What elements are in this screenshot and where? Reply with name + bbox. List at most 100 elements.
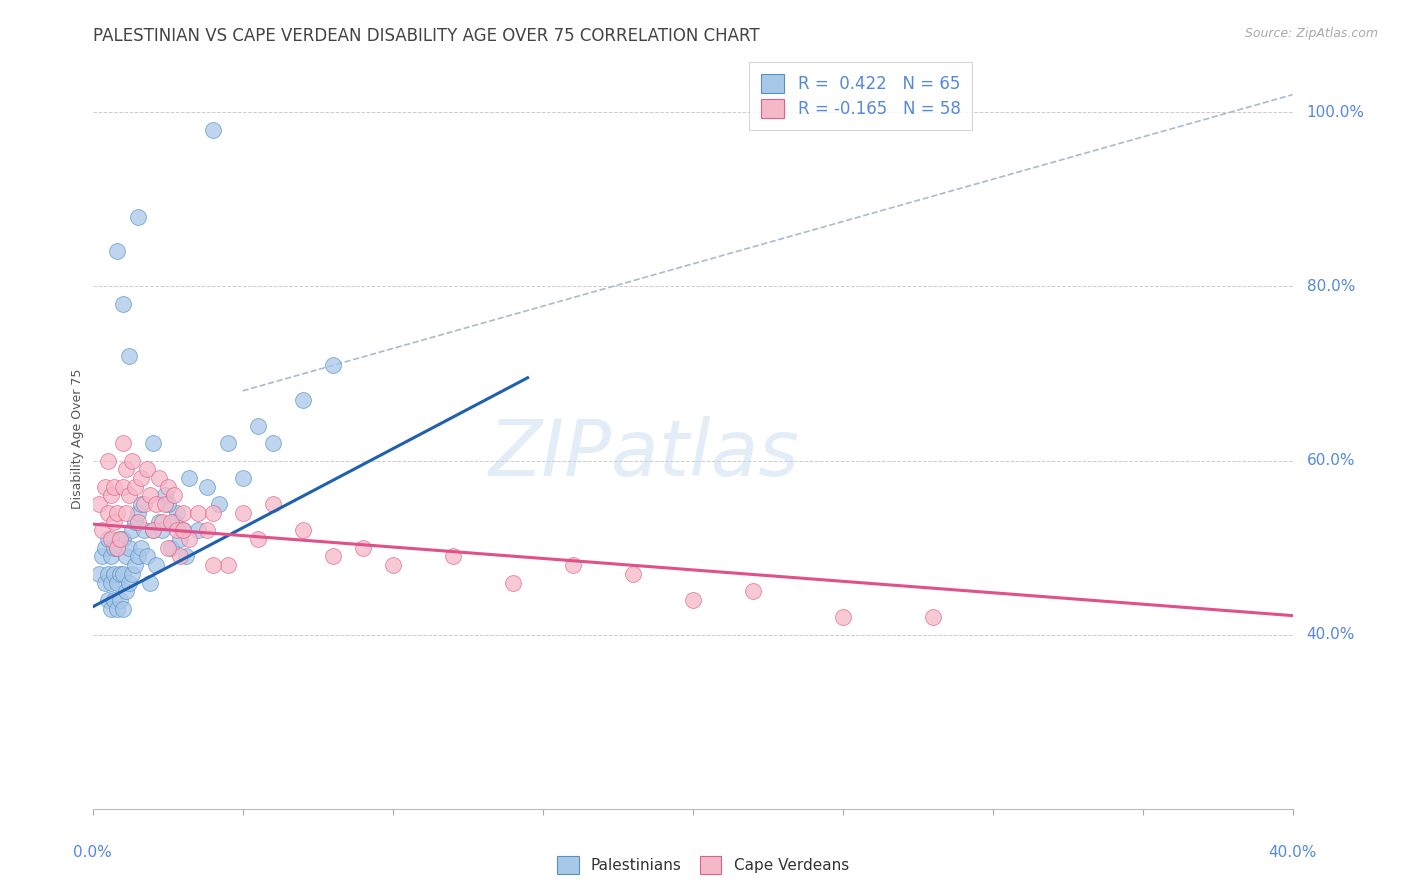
Point [187,523,209,537]
Point [108,593,131,607]
Point [172,523,194,537]
Point [105,506,128,520]
Point [117,349,139,363]
Point [246,418,269,433]
Text: 60.0%: 60.0% [1306,453,1355,468]
Point [129,471,152,485]
Point [100,549,122,564]
Point [93,541,115,555]
Point [105,541,128,555]
Point [127,515,149,529]
Point [187,506,209,520]
Point [201,122,224,136]
Point [138,488,160,502]
Point [138,575,160,590]
Point [127,549,149,564]
Point [262,436,284,450]
Point [97,593,120,607]
Point [108,566,131,581]
Point [741,584,763,599]
Point [105,575,128,590]
Point [322,358,344,372]
Point [150,523,173,537]
Point [105,541,128,555]
Point [124,480,146,494]
Point [111,566,134,581]
Point [97,453,120,467]
Point [159,515,181,529]
Point [105,244,128,259]
Point [117,575,139,590]
Point [132,497,155,511]
Point [111,480,134,494]
Point [142,523,165,537]
Point [100,532,122,546]
Point [441,549,464,564]
Point [105,601,128,615]
Point [352,541,374,555]
Legend: Palestinians, Cape Verdeans: Palestinians, Cape Verdeans [551,850,855,880]
Point [142,523,165,537]
Point [291,392,314,407]
Text: 40.0%: 40.0% [1268,845,1317,860]
Point [121,453,143,467]
Point [100,575,122,590]
Point [111,601,134,615]
Point [117,488,139,502]
Text: ZIPatlas: ZIPatlas [489,416,800,491]
Point [232,506,254,520]
Point [145,497,167,511]
Point [93,480,115,494]
Point [232,471,254,485]
Point [381,558,404,572]
Point [177,471,200,485]
Point [148,471,170,485]
Text: 100.0%: 100.0% [1306,104,1365,120]
Point [162,515,184,529]
Point [87,497,110,511]
Point [117,541,139,555]
Point [322,549,344,564]
Point [90,523,112,537]
Point [97,532,120,546]
Point [561,558,583,572]
Text: PALESTINIAN VS CAPE VERDEAN DISABILITY AGE OVER 75 CORRELATION CHART: PALESTINIAN VS CAPE VERDEAN DISABILITY A… [93,27,759,45]
Point [127,210,149,224]
Point [621,566,644,581]
Point [135,549,157,564]
Point [201,506,224,520]
Point [132,523,155,537]
Legend: R =  0.422   N = 65, R = -0.165   N = 58: R = 0.422 N = 65, R = -0.165 N = 58 [749,62,972,129]
Point [108,532,131,546]
Point [162,488,184,502]
Point [114,506,136,520]
Point [97,506,120,520]
Point [153,488,176,502]
Point [201,558,224,572]
Point [111,436,134,450]
Point [103,480,125,494]
Point [103,566,125,581]
Point [169,532,191,546]
Point [262,497,284,511]
Point [174,549,197,564]
Point [103,593,125,607]
Text: Source: ZipAtlas.com: Source: ZipAtlas.com [1244,27,1378,40]
Point [142,436,165,450]
Point [172,523,194,537]
Point [129,497,152,511]
Point [100,488,122,502]
Point [195,480,218,494]
Point [121,523,143,537]
Point [921,610,943,624]
Text: 40.0%: 40.0% [1306,627,1355,642]
Point [87,566,110,581]
Point [124,515,146,529]
Point [111,532,134,546]
Point [90,549,112,564]
Point [145,558,167,572]
Point [291,523,314,537]
Point [156,541,179,555]
Point [97,566,120,581]
Y-axis label: Disability Age Over 75: Disability Age Over 75 [72,368,84,509]
